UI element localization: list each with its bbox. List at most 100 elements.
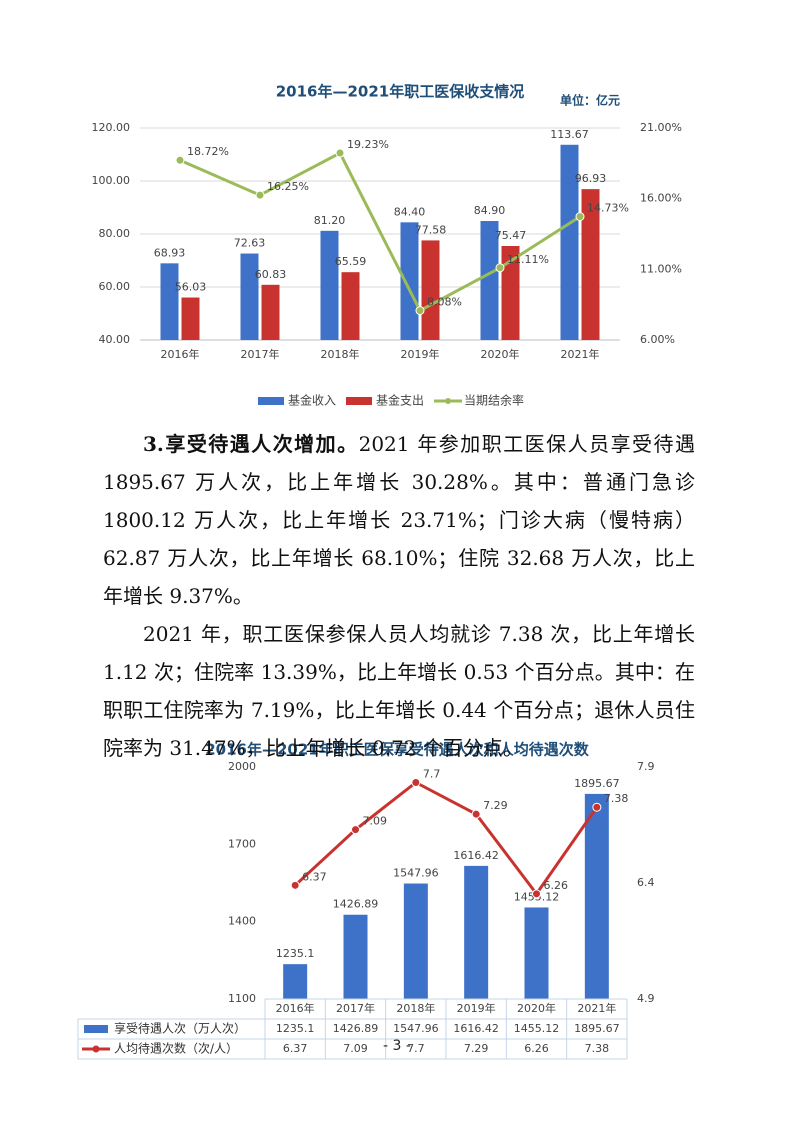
y-tick-label: 120.00 — [92, 121, 131, 134]
bar — [283, 964, 308, 999]
x-tick-label: 2019年 — [401, 347, 440, 361]
y2-tick-label: 6.4 — [637, 876, 655, 889]
chart-title: 2016年—2021年职工医保收支情况 — [276, 83, 525, 101]
legend-swatch — [445, 398, 452, 404]
data-label: 1895.67 — [574, 777, 620, 790]
bar — [341, 272, 360, 340]
data-label: 6.37 — [302, 870, 327, 883]
data-label: 65.59 — [335, 255, 367, 268]
data-label: 96.93 — [575, 172, 607, 185]
data-label: 77.58 — [415, 223, 447, 236]
line — [294, 780, 599, 897]
paragraph: 2021 年，职工医保参保人员人均就诊 7.38 次，比上年增长 1.12 次；… — [103, 615, 695, 767]
data-label: 6.26 — [544, 879, 569, 892]
data-label: 1616.42 — [453, 849, 499, 862]
x-tick-label: 2017年 — [336, 1001, 375, 1015]
legend-label: 人均待遇次数（次/人） — [114, 1041, 238, 1056]
table-value: 7.29 — [464, 1042, 489, 1055]
line-point — [290, 880, 300, 890]
table-value: 1895.67 — [574, 1022, 620, 1035]
y-tick-label: 1700 — [228, 837, 256, 850]
x-tick-label: 2016年 — [276, 1001, 315, 1015]
table-value: 7.09 — [343, 1042, 368, 1055]
line-point — [592, 802, 602, 812]
data-label: 68.93 — [154, 246, 186, 259]
data-label: 84.90 — [474, 204, 506, 217]
paragraph-text: 2021 年，职工医保参保人员人均就诊 7.38 次，比上年增长 1.12 次；… — [103, 622, 695, 760]
x-tick-label: 2020年 — [517, 1001, 556, 1015]
line-point — [415, 306, 425, 316]
paragraph-heading: 3.享受待遇人次增加。 — [143, 432, 359, 456]
x-tick-label: 2017年 — [241, 347, 280, 361]
legend-swatch — [258, 397, 284, 405]
x-tick-label: 2016年 — [161, 347, 200, 361]
data-label: 1547.96 — [393, 867, 439, 880]
bar — [320, 230, 339, 340]
x-tick-label: 2019年 — [457, 1001, 496, 1015]
table-value: 7.7 — [407, 1042, 425, 1055]
bar — [464, 865, 489, 999]
y-tick-label: 40.00 — [99, 333, 131, 346]
bar — [480, 221, 499, 340]
bar — [421, 240, 440, 340]
data-label: 11.11% — [507, 253, 549, 266]
line-point — [351, 825, 360, 835]
bar — [584, 793, 609, 999]
bar — [581, 189, 600, 340]
y-tick-label: 1400 — [228, 915, 256, 928]
y2-tick-label: 21.00% — [640, 121, 682, 134]
table-value: 1235.1 — [276, 1022, 315, 1035]
line-point — [411, 777, 421, 787]
legend-label: 当期结余率 — [464, 393, 524, 408]
line-point — [495, 263, 505, 273]
legend-label: 基金支出 — [376, 393, 424, 408]
bar — [181, 297, 200, 340]
data-label: 16.25% — [267, 180, 309, 193]
data-label: 81.20 — [314, 214, 346, 227]
x-tick-label: 2021年 — [577, 1001, 616, 1015]
y2-tick-label: 7.9 — [637, 760, 655, 773]
data-label: 113.67 — [550, 128, 589, 141]
x-tick-label: 2020年 — [481, 347, 520, 361]
legend-swatch — [346, 397, 373, 405]
y-tick-label: 60.00 — [99, 280, 131, 293]
data-label: 19.23% — [347, 138, 389, 151]
paragraph: 3.享受待遇人次增加。2021 年参加职工医保人员享受待遇 1895.67 万人… — [103, 425, 695, 615]
x-tick-label: 2021年 — [561, 347, 600, 361]
bar — [403, 883, 428, 999]
line-point — [175, 155, 185, 165]
legend-swatch — [92, 1045, 100, 1053]
data-label: 7.09 — [363, 815, 388, 828]
table-value: 1426.89 — [333, 1022, 379, 1035]
bar — [560, 144, 579, 340]
paragraph-text: 2021 年参加职工医保人员享受待遇 1895.67 万人次，比上年增长 30.… — [103, 432, 695, 608]
bar — [240, 253, 259, 340]
data-label: 60.83 — [255, 268, 287, 281]
y2-tick-label: 16.00% — [640, 192, 682, 205]
table-value: 1616.42 — [453, 1022, 499, 1035]
bar — [400, 222, 419, 340]
legend-swatch — [84, 1025, 108, 1033]
data-label: 14.73% — [587, 202, 629, 215]
bar — [524, 907, 549, 999]
table-value: 6.37 — [283, 1042, 308, 1055]
data-label: 8.08% — [427, 296, 462, 309]
body-text: 3.享受待遇人次增加。2021 年参加职工医保人员享受待遇 1895.67 万人… — [103, 425, 695, 767]
data-label: 7.29 — [483, 799, 508, 812]
data-label: 18.72% — [187, 145, 229, 158]
bar — [160, 263, 179, 340]
data-label: 7.7 — [423, 767, 441, 780]
data-label: 56.03 — [175, 281, 207, 294]
bar — [261, 284, 280, 340]
line — [179, 150, 581, 313]
y-tick-label: 100.00 — [92, 174, 131, 187]
x-tick-label: 2018年 — [321, 347, 360, 361]
table-value: 6.26 — [524, 1042, 549, 1055]
y2-tick-label: 11.00% — [640, 262, 682, 275]
data-label: 75.47 — [495, 229, 527, 242]
y-tick-label: 1100 — [228, 992, 256, 1005]
chart-title: 2016年—2021年职工医保享受待遇人次和人均待遇次数 — [205, 741, 589, 759]
data-label: 7.38 — [604, 792, 629, 805]
